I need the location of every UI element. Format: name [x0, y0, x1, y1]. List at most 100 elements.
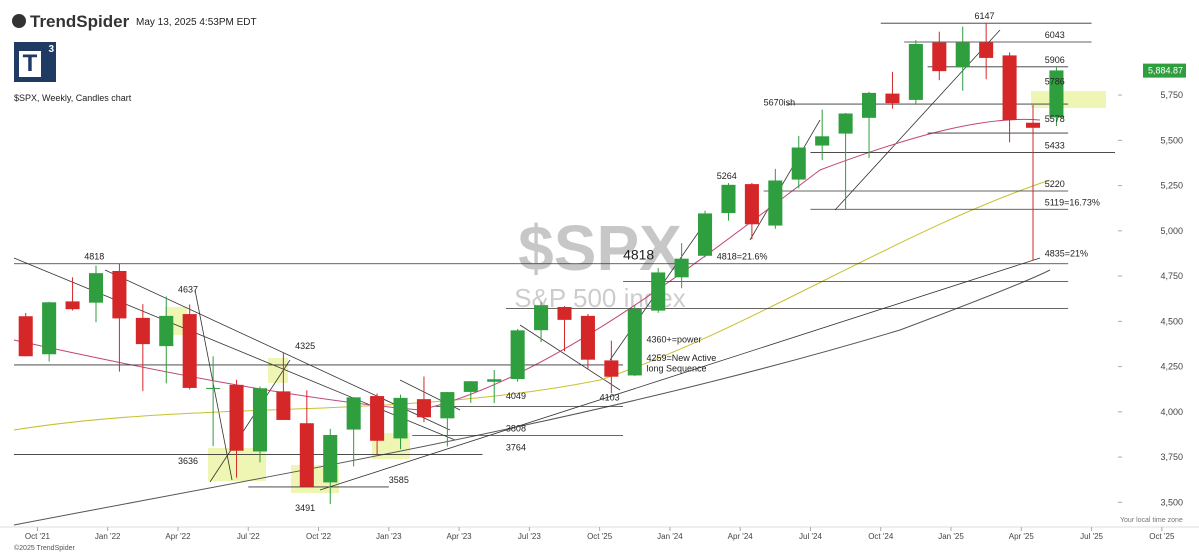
candle-body	[276, 391, 291, 420]
candle-body	[534, 305, 549, 331]
candle-body	[791, 147, 806, 180]
annotation: 4818	[84, 252, 104, 262]
candle-body	[135, 317, 150, 345]
moving-averages	[13, 118, 1051, 526]
ma-200	[13, 269, 1051, 526]
x-tick-label: Jul '24	[799, 532, 822, 541]
candle-body	[908, 43, 923, 100]
highlight	[268, 358, 288, 383]
candle-body	[346, 397, 361, 430]
annotation: 5670ish	[764, 98, 796, 108]
x-tick-label: Oct '25	[587, 532, 613, 541]
annotation: 5220	[1045, 179, 1065, 189]
logo-letter: T	[19, 51, 41, 77]
candle-body	[393, 397, 408, 439]
candle-body	[744, 184, 759, 225]
timestamp: May 13, 2025 4:53PM EDT	[136, 17, 257, 28]
annotation: 3491	[295, 503, 315, 513]
candle-body	[487, 379, 502, 382]
candle-body	[768, 180, 783, 226]
candle-body	[42, 302, 57, 355]
annotation: 3764	[506, 443, 526, 453]
y-tick-label: 5,250	[1160, 181, 1183, 191]
candle-body	[463, 381, 478, 392]
candle-body	[182, 314, 197, 388]
trendline	[749, 119, 821, 241]
x-tick-label: Jan '24	[657, 532, 683, 541]
timezone: Your local time zone	[1120, 517, 1183, 524]
annotation: 4103	[600, 393, 620, 403]
candle-body	[838, 113, 853, 134]
annotation: 4259=New Active	[646, 353, 716, 363]
annotation: 5433	[1045, 140, 1065, 150]
x-tick-label: Apr '22	[165, 532, 191, 541]
ma-50	[13, 118, 1041, 411]
y-tick-label: 5,000	[1160, 226, 1183, 236]
trendline	[104, 269, 451, 431]
y-tick-label: 4,000	[1160, 407, 1183, 417]
x-tick-label: Apr '25	[1009, 532, 1035, 541]
candle-body	[979, 42, 994, 58]
logo-sup: 3	[48, 44, 54, 55]
candle-body	[440, 392, 455, 419]
y-tick-label: 5,750	[1160, 90, 1183, 100]
annotation: 6043	[1045, 30, 1065, 40]
candle-body	[885, 93, 900, 104]
watermark: $SPX	[518, 212, 682, 284]
candle-body	[932, 42, 947, 72]
candle-body	[862, 92, 877, 118]
annotation: 5906	[1045, 55, 1065, 65]
candle-body	[88, 273, 104, 303]
candle-body	[416, 399, 431, 418]
candle-body	[112, 270, 127, 319]
y-tick-label: 3,500	[1160, 497, 1183, 507]
last-price-label: 5,884.87	[1148, 66, 1183, 76]
candle-body	[252, 388, 267, 452]
annotation: 5578	[1045, 114, 1065, 124]
x-tick-label: Oct '25	[1149, 532, 1175, 541]
x-tick-label: Oct '21	[25, 532, 51, 541]
candle-body	[580, 315, 595, 360]
trendline	[319, 257, 1041, 491]
annotation: 4325	[295, 341, 315, 351]
x-tick-label: Jul '23	[518, 532, 541, 541]
trendline	[209, 359, 291, 483]
annotation: 5786	[1045, 77, 1065, 87]
x-tick-label: Oct '22	[306, 532, 332, 541]
last-price-tag	[1143, 63, 1186, 78]
candle-body	[510, 330, 525, 380]
candle-body	[229, 384, 244, 451]
annotation: 4049	[506, 391, 526, 401]
candle-body	[674, 258, 689, 278]
candle-body	[370, 396, 385, 441]
x-tick-label: Apr '23	[447, 532, 473, 541]
x-tick-label: Jan '23	[376, 532, 402, 541]
candle-body	[159, 315, 174, 347]
y-tick-label: 5,500	[1160, 135, 1183, 145]
candle-body	[18, 316, 33, 357]
candle-body	[651, 272, 666, 311]
candle-body	[557, 307, 572, 320]
highlight	[1031, 91, 1106, 108]
annotation: 6147	[974, 11, 994, 21]
copyright: ©2025 TrendSpider	[14, 545, 75, 552]
candle-body	[627, 309, 642, 376]
candle-body	[1025, 122, 1041, 128]
annotation: 3808	[506, 423, 526, 433]
ma-100	[13, 179, 1051, 431]
trendline	[834, 29, 1001, 211]
annotation: 4835=21%	[1045, 249, 1088, 259]
candle-body	[815, 136, 830, 146]
y-tick-label: 4,250	[1160, 362, 1183, 372]
trendline	[519, 324, 621, 391]
chart-label: $SPX, Weekly, Candles chart	[14, 93, 132, 103]
annotation: 4637	[178, 285, 198, 295]
y-tick-label: 3,750	[1160, 452, 1183, 462]
brand: TrendSpider	[30, 12, 130, 31]
annotation: 4360+=power	[646, 335, 701, 345]
candle-body	[206, 387, 221, 389]
annotation: 5119=16.73%	[1045, 197, 1100, 207]
candle-body	[604, 360, 619, 377]
